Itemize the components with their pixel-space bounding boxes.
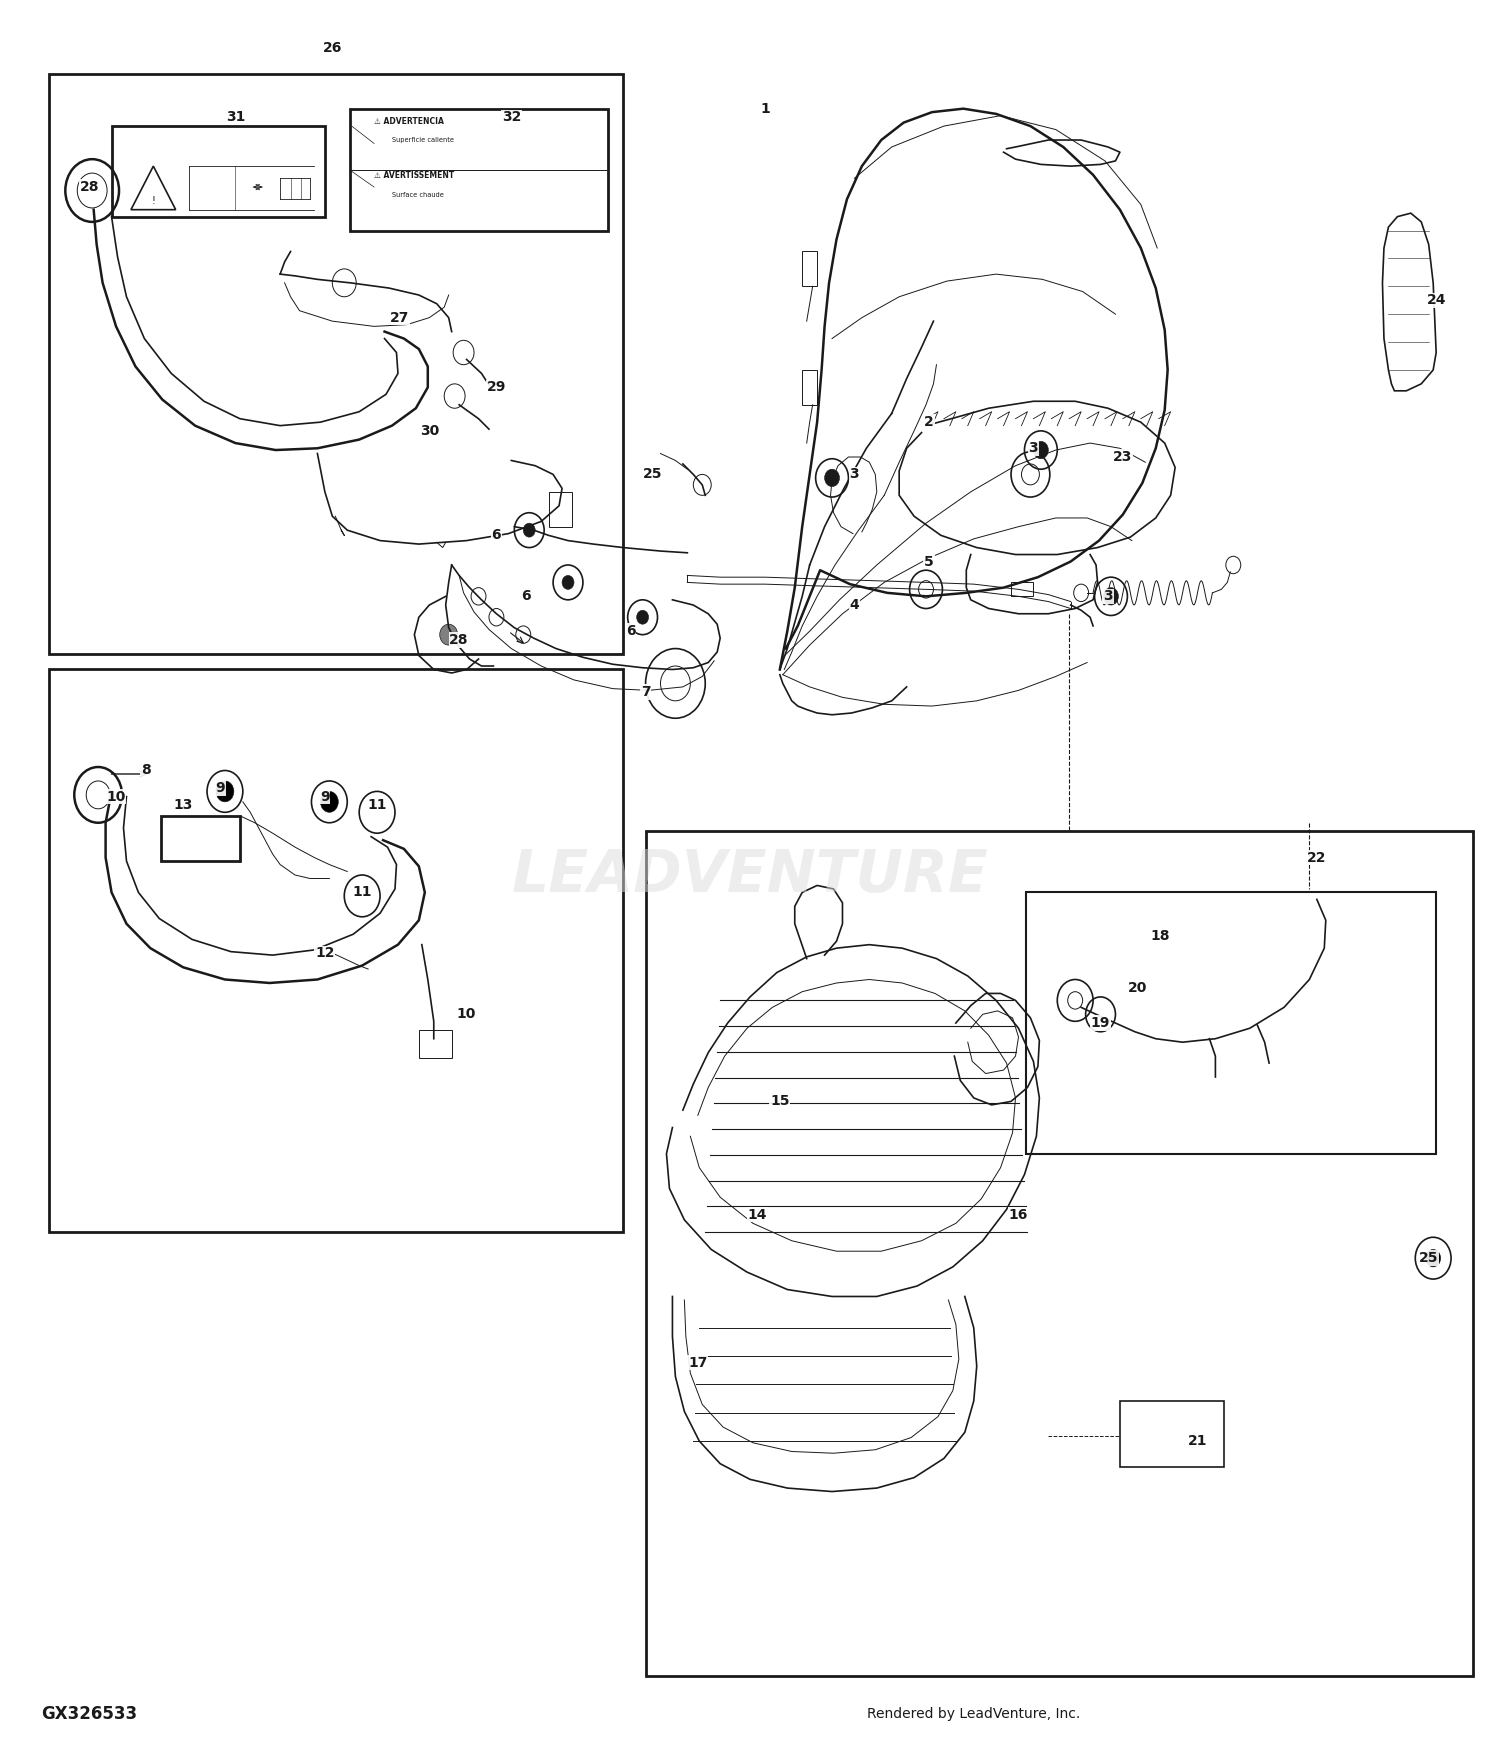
Text: 4: 4 — [849, 598, 859, 612]
Text: 26: 26 — [322, 40, 342, 54]
Text: 3: 3 — [849, 467, 859, 481]
Circle shape — [321, 791, 339, 812]
Circle shape — [562, 576, 574, 590]
Text: 12: 12 — [315, 947, 334, 961]
Text: 2: 2 — [924, 415, 934, 429]
Text: 8: 8 — [141, 763, 150, 777]
Bar — [160, 816, 240, 861]
Text: 22: 22 — [1306, 850, 1326, 864]
Text: 19: 19 — [1090, 1017, 1110, 1031]
Circle shape — [489, 609, 504, 626]
Text: ⚠ ADVERTENCIA: ⚠ ADVERTENCIA — [374, 117, 444, 126]
Circle shape — [524, 523, 536, 537]
Bar — [1026, 892, 1436, 1153]
Text: 13: 13 — [174, 798, 194, 812]
Text: 21: 21 — [1188, 1433, 1208, 1447]
Circle shape — [471, 588, 486, 605]
Bar — [350, 108, 609, 231]
Text: 11: 11 — [368, 798, 387, 812]
Text: 9: 9 — [320, 789, 330, 803]
Circle shape — [516, 626, 531, 644]
Text: 28: 28 — [450, 634, 470, 648]
Bar — [111, 126, 326, 217]
Bar — [645, 831, 1473, 1676]
Text: 25: 25 — [644, 467, 663, 481]
Bar — [50, 74, 622, 654]
Circle shape — [1425, 1250, 1440, 1267]
Text: 28: 28 — [80, 180, 99, 194]
Circle shape — [440, 625, 458, 646]
Text: 11: 11 — [352, 886, 372, 900]
Text: 14: 14 — [747, 1208, 766, 1222]
Bar — [1120, 1402, 1224, 1466]
Text: LEADVENTURE: LEADVENTURE — [512, 847, 988, 903]
Text: 15: 15 — [770, 1094, 789, 1108]
Text: 7: 7 — [640, 684, 651, 698]
Text: Surface chaude: Surface chaude — [392, 192, 444, 198]
Text: 9: 9 — [216, 780, 225, 794]
Text: GX326533: GX326533 — [42, 1706, 138, 1724]
Circle shape — [1104, 588, 1119, 605]
Text: 6: 6 — [522, 590, 531, 604]
Circle shape — [825, 469, 840, 486]
Text: Superficie caliente: Superficie caliente — [392, 136, 454, 142]
Text: 25: 25 — [1419, 1251, 1438, 1265]
Text: 23: 23 — [1113, 450, 1132, 464]
Bar — [802, 369, 818, 404]
Text: 10: 10 — [458, 1008, 477, 1022]
Text: !: ! — [152, 196, 156, 206]
Bar — [1011, 583, 1034, 597]
Bar — [802, 252, 818, 287]
Text: 3: 3 — [1029, 441, 1038, 455]
Text: 17: 17 — [688, 1356, 708, 1370]
Text: 27: 27 — [390, 312, 410, 326]
Text: 10: 10 — [106, 789, 126, 803]
Text: 32: 32 — [501, 110, 520, 124]
Text: 30: 30 — [420, 424, 440, 438]
Text: 24: 24 — [1426, 294, 1446, 308]
Text: 1: 1 — [760, 102, 770, 116]
Circle shape — [636, 611, 648, 625]
Text: 20: 20 — [1128, 982, 1148, 996]
Text: 31: 31 — [225, 110, 245, 124]
Circle shape — [216, 780, 234, 802]
Text: Rendered by LeadVenture, Inc.: Rendered by LeadVenture, Inc. — [867, 1708, 1080, 1722]
Bar — [419, 1031, 452, 1057]
Text: ⚠ AVERTISSEMENT: ⚠ AVERTISSEMENT — [374, 172, 454, 180]
Bar — [50, 670, 622, 1232]
Text: 3: 3 — [1102, 590, 1113, 604]
Text: 6: 6 — [626, 625, 636, 639]
Circle shape — [1034, 441, 1048, 458]
Text: 5: 5 — [924, 555, 934, 569]
Text: 6: 6 — [492, 528, 501, 542]
Text: 16: 16 — [1010, 1208, 1028, 1222]
Text: 18: 18 — [1150, 929, 1170, 943]
Bar — [549, 492, 573, 527]
Text: 29: 29 — [486, 380, 506, 394]
